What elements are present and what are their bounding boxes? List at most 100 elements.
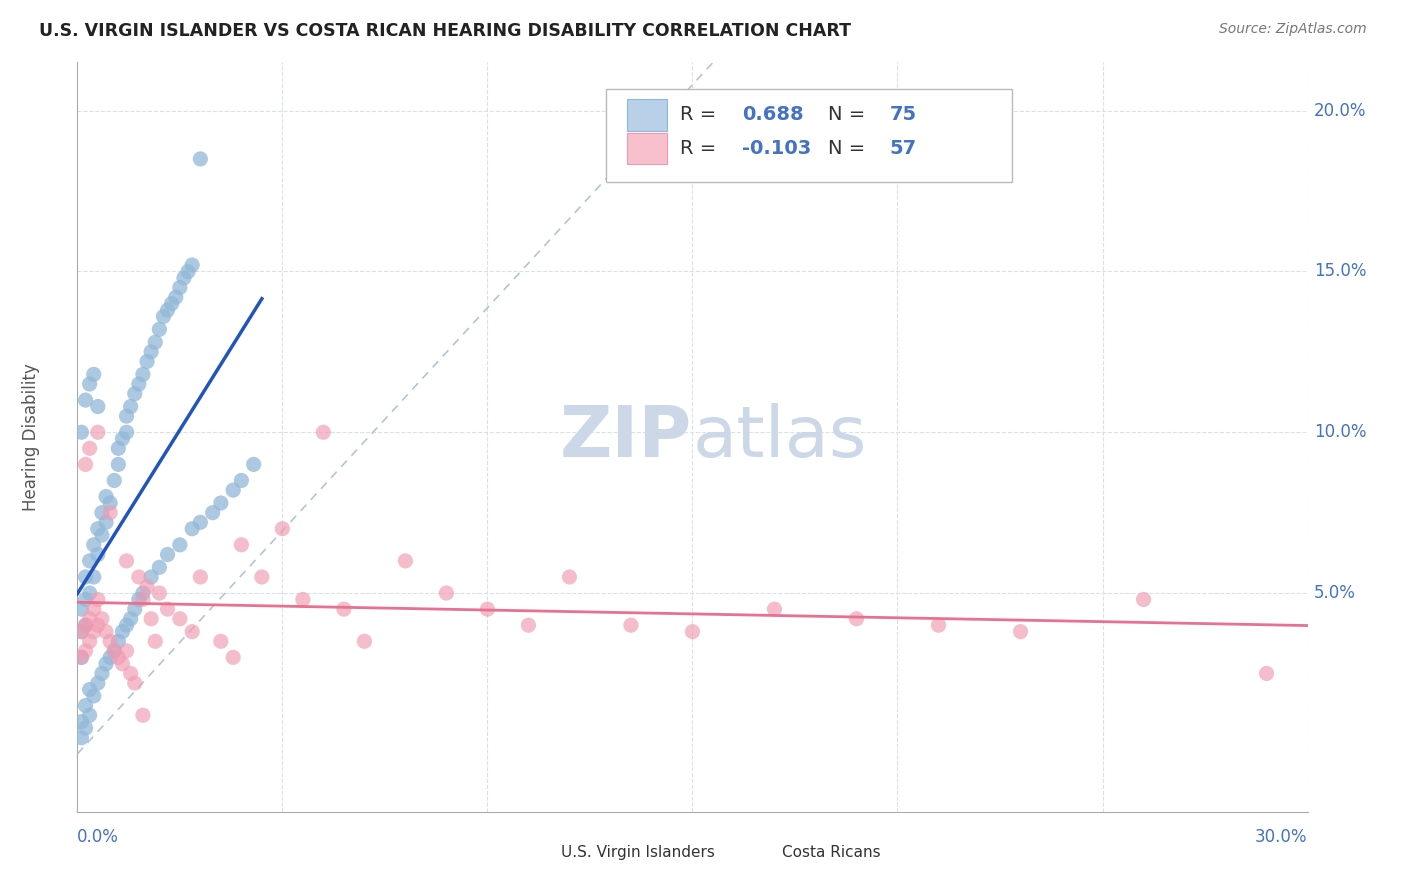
Point bbox=[132, 368, 155, 382]
Point bbox=[136, 354, 159, 368]
Point bbox=[94, 490, 117, 504]
Point bbox=[79, 554, 101, 568]
Point bbox=[87, 425, 110, 440]
Point bbox=[353, 634, 375, 648]
Point bbox=[98, 650, 121, 665]
Point bbox=[1010, 624, 1032, 639]
Point bbox=[152, 310, 174, 324]
Point bbox=[98, 506, 121, 520]
Point bbox=[79, 634, 101, 648]
Bar bbox=[627, 99, 666, 130]
Point bbox=[70, 714, 93, 729]
Text: N =: N = bbox=[828, 139, 872, 158]
Point bbox=[111, 657, 134, 671]
Point bbox=[188, 152, 212, 166]
Point bbox=[87, 618, 110, 632]
Point bbox=[231, 474, 253, 488]
Text: N =: N = bbox=[828, 105, 872, 124]
Point bbox=[75, 644, 97, 658]
Point bbox=[70, 624, 93, 639]
Point bbox=[107, 650, 129, 665]
Point bbox=[231, 538, 253, 552]
Point bbox=[70, 624, 93, 639]
Point bbox=[120, 612, 142, 626]
Point bbox=[107, 458, 129, 472]
Point bbox=[148, 586, 170, 600]
Point bbox=[271, 522, 294, 536]
Point bbox=[94, 624, 117, 639]
Point bbox=[79, 377, 101, 392]
Point bbox=[79, 586, 101, 600]
Text: R =: R = bbox=[681, 139, 723, 158]
Point bbox=[79, 708, 101, 723]
Point bbox=[436, 586, 458, 600]
Point bbox=[103, 644, 125, 658]
Text: 20.0%: 20.0% bbox=[1313, 102, 1367, 120]
Point bbox=[201, 506, 224, 520]
Point bbox=[209, 496, 232, 510]
Point bbox=[333, 602, 356, 616]
Point bbox=[87, 400, 110, 414]
Point bbox=[111, 624, 134, 639]
Point bbox=[173, 271, 195, 285]
Point bbox=[70, 731, 93, 745]
Point bbox=[156, 548, 179, 562]
Point bbox=[291, 592, 314, 607]
Point bbox=[845, 612, 868, 626]
Point bbox=[242, 458, 264, 472]
Text: 57: 57 bbox=[890, 139, 917, 158]
Point bbox=[132, 586, 155, 600]
Point bbox=[90, 506, 114, 520]
Point bbox=[115, 409, 138, 424]
Point bbox=[87, 522, 110, 536]
Point bbox=[141, 344, 163, 359]
Point bbox=[75, 618, 97, 632]
Point bbox=[160, 296, 183, 310]
Point bbox=[148, 560, 170, 574]
Point bbox=[128, 570, 150, 584]
Point bbox=[477, 602, 499, 616]
Point bbox=[148, 322, 170, 336]
Point bbox=[209, 634, 232, 648]
Point bbox=[79, 612, 101, 626]
Point bbox=[79, 682, 101, 697]
Text: Hearing Disability: Hearing Disability bbox=[21, 363, 39, 511]
Point bbox=[70, 650, 93, 665]
Point bbox=[107, 634, 129, 648]
Point bbox=[70, 425, 93, 440]
Text: atlas: atlas bbox=[693, 402, 868, 472]
Text: 5.0%: 5.0% bbox=[1313, 584, 1355, 602]
Text: 30.0%: 30.0% bbox=[1256, 828, 1308, 846]
Point bbox=[124, 676, 146, 690]
Point bbox=[124, 602, 146, 616]
Point bbox=[115, 618, 138, 632]
Point bbox=[83, 538, 105, 552]
Point bbox=[90, 528, 114, 542]
Point bbox=[111, 432, 134, 446]
Point bbox=[124, 386, 146, 401]
Point bbox=[83, 602, 105, 616]
Point bbox=[558, 570, 581, 584]
Point bbox=[83, 689, 105, 703]
Point bbox=[169, 538, 191, 552]
Point bbox=[87, 548, 110, 562]
Text: 75: 75 bbox=[890, 105, 917, 124]
Point bbox=[115, 425, 138, 440]
Point bbox=[75, 393, 97, 408]
Point bbox=[136, 580, 159, 594]
Bar bbox=[526, 842, 554, 864]
Point bbox=[83, 570, 105, 584]
Bar bbox=[748, 842, 775, 864]
Point bbox=[928, 618, 950, 632]
Point bbox=[94, 657, 117, 671]
Point bbox=[141, 570, 163, 584]
Point bbox=[90, 612, 114, 626]
Point bbox=[120, 666, 142, 681]
Text: U.S. Virgin Islanders: U.S. Virgin Islanders bbox=[561, 846, 714, 861]
Point bbox=[132, 708, 155, 723]
Point bbox=[517, 618, 540, 632]
Text: 15.0%: 15.0% bbox=[1313, 262, 1367, 280]
Point bbox=[394, 554, 416, 568]
Point bbox=[169, 280, 191, 294]
Point bbox=[75, 698, 97, 713]
